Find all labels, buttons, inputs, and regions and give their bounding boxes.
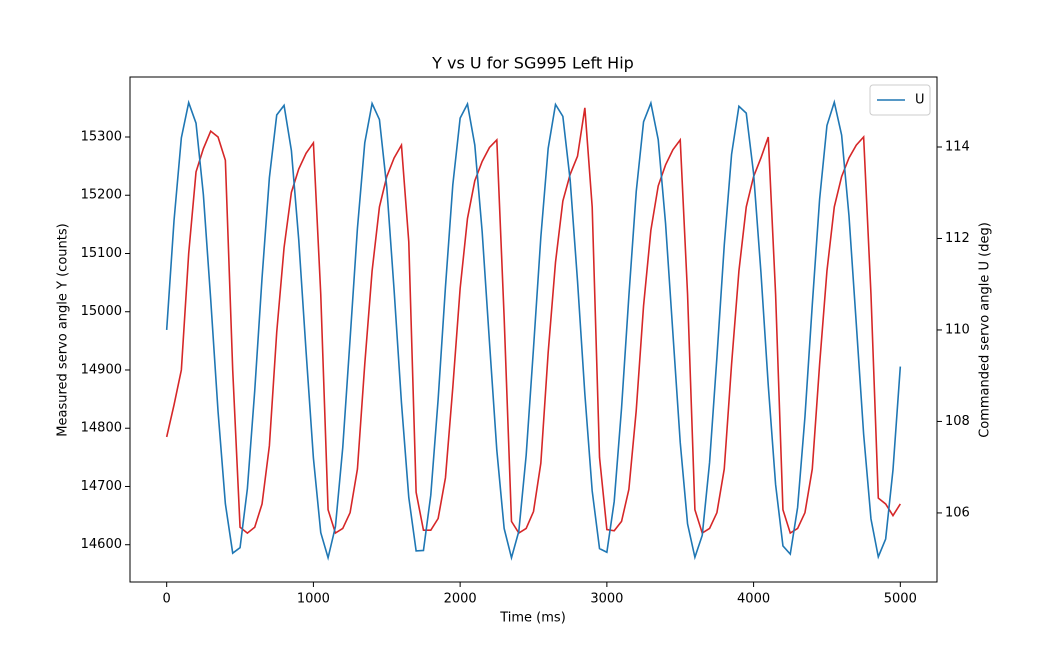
x-tick-label: 2000 xyxy=(444,592,477,607)
x-tick-label: 4000 xyxy=(737,592,770,607)
y-tick-label: 15100 xyxy=(81,246,122,261)
y2-tick-label: 106 xyxy=(945,505,970,520)
x-axis-label: Time (ms) xyxy=(499,611,566,626)
chart-title: Y vs U for SG995 Left Hip xyxy=(431,54,634,73)
y-tick-label: 14700 xyxy=(81,479,122,494)
y2-tick-label: 108 xyxy=(945,414,970,429)
x-tick-label: 1000 xyxy=(297,592,330,607)
y2-tick-label: 112 xyxy=(945,231,970,246)
series-line xyxy=(165,107,901,535)
y-tick-label: 14600 xyxy=(81,537,122,552)
y-tick-label: 15200 xyxy=(81,188,122,203)
x-tick-label: 0 xyxy=(163,592,171,607)
y2-tick-label: 114 xyxy=(945,139,970,154)
y-axis-label: Measured servo angle Y (counts) xyxy=(56,223,71,436)
legend-label: U xyxy=(915,93,925,108)
plot-frame xyxy=(129,76,938,583)
x-tick-label: 5000 xyxy=(884,592,917,607)
y-tick-label: 15300 xyxy=(81,129,122,144)
y-tick-label: 14900 xyxy=(81,362,122,377)
series-line xyxy=(165,99,902,561)
y-tick-label: 14800 xyxy=(81,421,122,436)
y2-axis-label: Commanded servo angle U (deg) xyxy=(978,222,993,438)
x-tick-label: 3000 xyxy=(590,592,623,607)
y2-tick-label: 110 xyxy=(945,322,970,337)
y-tick-label: 15000 xyxy=(81,304,122,319)
